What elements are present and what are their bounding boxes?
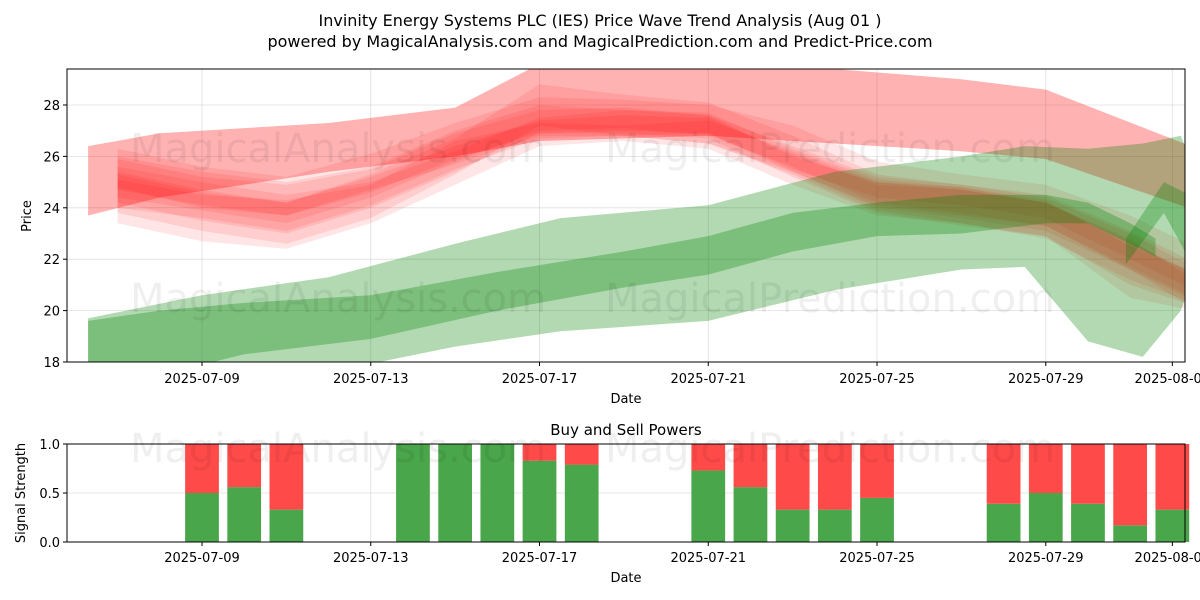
power-y-ticks: 0.0 0.5 1.0 (39, 438, 67, 551)
buy-power-bar (438, 444, 473, 542)
sell-wave-band (117, 105, 1185, 303)
sell-power-bar (986, 444, 1021, 504)
sell-wave-band (117, 120, 1185, 297)
buy-power-bar (269, 509, 304, 542)
price-x-label: Date (610, 392, 641, 407)
power-y-tick-label: 0.5 (39, 487, 60, 502)
buy-power-bar (1028, 493, 1063, 542)
price-x-tick-label: 2025-07-09 (164, 372, 240, 387)
sell-wave-band (117, 84, 1185, 309)
sell-power-bar (185, 444, 219, 493)
chart-title-line1: Invinity Energy Systems PLC (IES) Price … (318, 11, 881, 30)
power-y-label: Signal Strength (14, 443, 29, 543)
buy-wave-band (1125, 182, 1185, 265)
buy-power-bar (775, 509, 810, 542)
buy-power-bar (522, 460, 557, 542)
buy-power-bar (1071, 503, 1105, 542)
price-plot-frame (66, 68, 1186, 363)
sell-power-bar (269, 444, 304, 510)
buy-power-bar (185, 493, 219, 542)
price-x-tick-label: 2025-07-13 (333, 372, 409, 387)
sell-power-bar (860, 444, 894, 498)
buy-power-bar (817, 509, 852, 542)
buy-wave-bands (88, 135, 1185, 362)
buy-power-bar (1155, 509, 1190, 542)
buy-wave-band (88, 135, 1185, 362)
sell-power-bar (817, 444, 852, 510)
sell-power-bar (1113, 444, 1148, 526)
price-y-label: Price (20, 200, 35, 232)
buy-power-bar (1113, 525, 1148, 542)
sell-power-bar (691, 444, 726, 471)
bottom-watermarks: MagicalAnalysis.com MagicalPrediction.co… (130, 426, 1055, 472)
price-y-tick-label: 22 (43, 253, 60, 268)
power-chart-title: Buy and Sell Powers (550, 421, 702, 439)
price-x-tick-label: 2025-07-29 (1008, 372, 1084, 387)
sell-wave-band (117, 97, 1185, 303)
price-y-tick-label: 24 (43, 202, 60, 217)
chart-title-line2: powered by MagicalAnalysis.com and Magic… (267, 32, 932, 51)
sell-power-bar (522, 444, 557, 461)
power-y-tick-label: 0.0 (39, 536, 60, 551)
price-x-tick-label: 2025-07-25 (839, 372, 915, 387)
buy-power-bar (860, 497, 894, 542)
price-x-tick-label: 2025-08-01 (1135, 372, 1200, 387)
price-y-ticks: 18 20 22 24 26 28 (43, 99, 67, 371)
sell-power-bar (1071, 444, 1105, 504)
price-x-tick-label: 2025-07-17 (502, 372, 578, 387)
power-bars (185, 444, 1190, 542)
watermark-analysis-top: MagicalAnalysis.com (130, 126, 546, 172)
price-x-ticks: 2025-07-09 2025-07-13 2025-07-17 2025-07-21… (164, 362, 1200, 387)
buy-power-bar (691, 470, 726, 542)
power-x-tick-label: 2025-07-25 (839, 551, 915, 566)
sell-power-bar (775, 444, 810, 510)
sell-power-bar (733, 444, 768, 488)
sell-power-bar (1155, 444, 1190, 510)
price-y-tick-label: 18 (43, 356, 60, 371)
sell-power-bar (227, 444, 262, 488)
watermark-analysis-bottom: MagicalAnalysis.com (130, 426, 546, 472)
sell-power-bar (564, 444, 599, 465)
buy-power-bar (733, 487, 768, 542)
price-y-tick-label: 28 (43, 99, 60, 114)
buy-wave-band (88, 194, 1156, 362)
sell-wave-bands (88, 69, 1185, 309)
power-x-tick-label: 2025-07-29 (1008, 551, 1084, 566)
top-watermarks: MagicalAnalysis.com MagicalPrediction.co… (130, 126, 1055, 322)
sell-wave-band (117, 115, 1185, 286)
buy-power-bar (227, 487, 262, 542)
price-grid (67, 69, 1185, 363)
power-x-tick-label: 2025-07-21 (670, 551, 746, 566)
price-x-tick-label: 2025-07-21 (670, 372, 746, 387)
sell-wave-band (88, 69, 1185, 216)
power-x-ticks: 2025-07-09 2025-07-13 2025-07-17 2025-07-21… (164, 542, 1200, 566)
watermark-prediction-mid: MagicalPrediction.com (605, 276, 1055, 322)
price-y-tick-label: 26 (43, 150, 60, 165)
buy-power-bar (396, 444, 430, 542)
sell-power-bar (1028, 444, 1063, 493)
power-x-tick-label: 2025-07-13 (333, 551, 409, 566)
power-x-tick-label: 2025-07-09 (164, 551, 240, 566)
buy-power-bar (480, 444, 515, 542)
watermark-prediction-top: MagicalPrediction.com (605, 126, 1055, 172)
sell-wave-band (117, 110, 1185, 300)
watermark-analysis-mid: MagicalAnalysis.com (130, 276, 546, 322)
watermark-prediction-bottom: MagicalPrediction.com (605, 426, 1055, 472)
power-y-tick-label: 1.0 (39, 438, 60, 453)
buy-power-bar (564, 464, 599, 542)
price-y-tick-label: 20 (43, 305, 60, 320)
power-x-tick-label: 2025-07-17 (502, 551, 578, 566)
sell-wave-band (117, 107, 1185, 294)
power-x-tick-label: 2025-08-01 (1135, 551, 1200, 566)
power-x-label: Date (610, 571, 641, 586)
buy-power-bar (986, 503, 1021, 542)
